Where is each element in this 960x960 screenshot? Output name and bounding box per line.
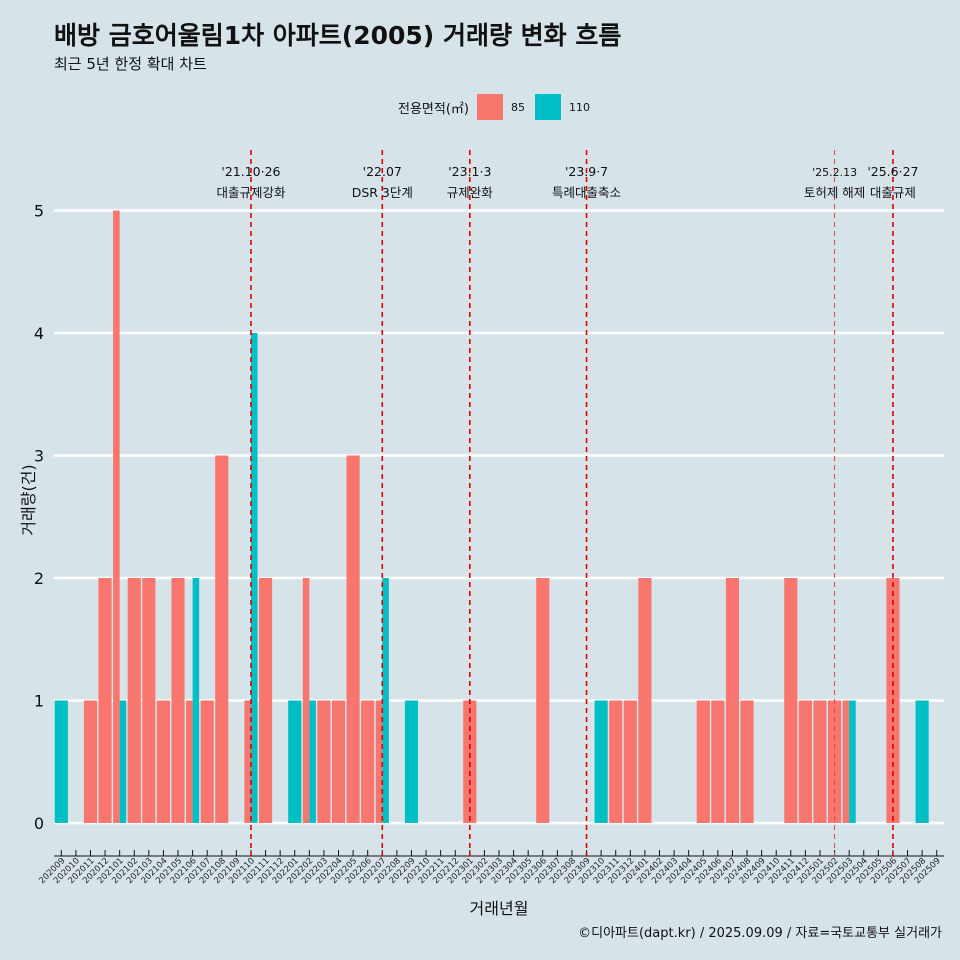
bar-85-202306 bbox=[536, 578, 550, 823]
bar-110-202106 bbox=[192, 578, 200, 823]
y-axis-title: 거래량(건) bbox=[19, 464, 38, 535]
bar-85-202110 bbox=[244, 700, 251, 823]
bar-110-202508 bbox=[915, 700, 929, 823]
bar-110-202110 bbox=[250, 333, 258, 823]
bar-110-202009 bbox=[54, 700, 68, 823]
source-caption: ©디아파트(dapt.kr) / 2025.09.09 / 자료=국토교통부 실… bbox=[578, 926, 942, 941]
bar-110-202207 bbox=[382, 578, 389, 823]
bar-110-202209 bbox=[404, 700, 419, 823]
legend-title: 전용면적(㎡) bbox=[398, 101, 469, 117]
bar-85-202405 bbox=[696, 700, 710, 823]
bar-85-202206 bbox=[361, 700, 375, 823]
bar-85-202104 bbox=[156, 700, 170, 823]
bar-85-202111 bbox=[258, 578, 273, 823]
bar-85-202401 bbox=[638, 578, 652, 823]
bar-85-202203 bbox=[317, 700, 331, 823]
y-tick-label: 2 bbox=[34, 569, 44, 588]
bar-85-202502 bbox=[828, 700, 842, 823]
annotation-label: 대출규제 bbox=[870, 185, 916, 200]
y-tick-label: 5 bbox=[34, 202, 44, 221]
bar-85-202407 bbox=[725, 578, 740, 823]
bar-85-202501 bbox=[813, 700, 827, 823]
annotation-label: 대출규제강화 bbox=[216, 185, 286, 200]
bar-85-202012 bbox=[98, 578, 112, 823]
bar-85-202412 bbox=[798, 700, 812, 823]
annotation-date: '21.10·26 bbox=[221, 164, 280, 179]
annotation-label: 토허제 해제 bbox=[804, 185, 865, 200]
bar-85-202207 bbox=[375, 700, 383, 823]
bar-85-202106 bbox=[186, 700, 193, 823]
y-tick-label: 0 bbox=[34, 814, 44, 833]
y-tick-label: 1 bbox=[34, 692, 44, 711]
bar-85-202301 bbox=[463, 700, 477, 823]
bar-85-202101 bbox=[113, 210, 120, 823]
annotation-label: 특례대출축소 bbox=[552, 185, 621, 200]
annotation-label: 규제완화 bbox=[447, 185, 494, 200]
bar-85-202204 bbox=[331, 700, 346, 823]
annotation-date: '23.1·3 bbox=[448, 164, 491, 179]
legend-key-85 bbox=[476, 94, 503, 120]
annotation-date: '25.2.13 bbox=[812, 166, 857, 179]
bar-110-202101 bbox=[119, 700, 127, 823]
bar-85-202311 bbox=[609, 700, 623, 823]
chart-title: 배방 금호어울림1차 아파트(2005) 거래량 변화 흐름 bbox=[54, 21, 622, 50]
bar-85-202408 bbox=[740, 700, 754, 823]
bar-110-202201 bbox=[288, 700, 302, 823]
legend-label-85: 85 bbox=[510, 100, 525, 114]
bar-85-202202 bbox=[302, 578, 310, 823]
bar-85-202411 bbox=[784, 578, 798, 823]
bar-85-202108 bbox=[215, 455, 229, 823]
bar-85-202102 bbox=[127, 578, 141, 823]
y-tick-label: 3 bbox=[34, 447, 44, 466]
bar-85-202503 bbox=[842, 700, 850, 823]
annotation-date: '22.07 bbox=[363, 164, 402, 179]
bar-85-202107 bbox=[200, 700, 214, 823]
legend-key-110 bbox=[534, 94, 561, 120]
x-axis-title: 거래년월 bbox=[470, 899, 529, 918]
y-tick-label: 4 bbox=[34, 324, 44, 343]
legend-label-110: 110 bbox=[568, 100, 590, 114]
bar-85-202205 bbox=[346, 455, 360, 823]
chart-subtitle: 최근 5년 한정 확대 차트 bbox=[54, 55, 207, 73]
bar-85-202105 bbox=[171, 578, 185, 823]
legend: 전용면적(㎡) 85 110 bbox=[398, 93, 600, 121]
bar-85-202312 bbox=[623, 700, 637, 823]
bar-85-202103 bbox=[142, 578, 156, 823]
bar-110-202503 bbox=[849, 700, 856, 823]
bar-85-202406 bbox=[711, 700, 725, 823]
bar-110-202202 bbox=[309, 700, 316, 823]
bar-110-202310 bbox=[594, 700, 608, 823]
bar-85-202011 bbox=[83, 700, 98, 823]
annotation-date: '23.9·7 bbox=[565, 164, 608, 179]
annotation-date: '25.6·27 bbox=[867, 164, 918, 179]
annotation-label: DSR 3단계 bbox=[352, 185, 413, 200]
